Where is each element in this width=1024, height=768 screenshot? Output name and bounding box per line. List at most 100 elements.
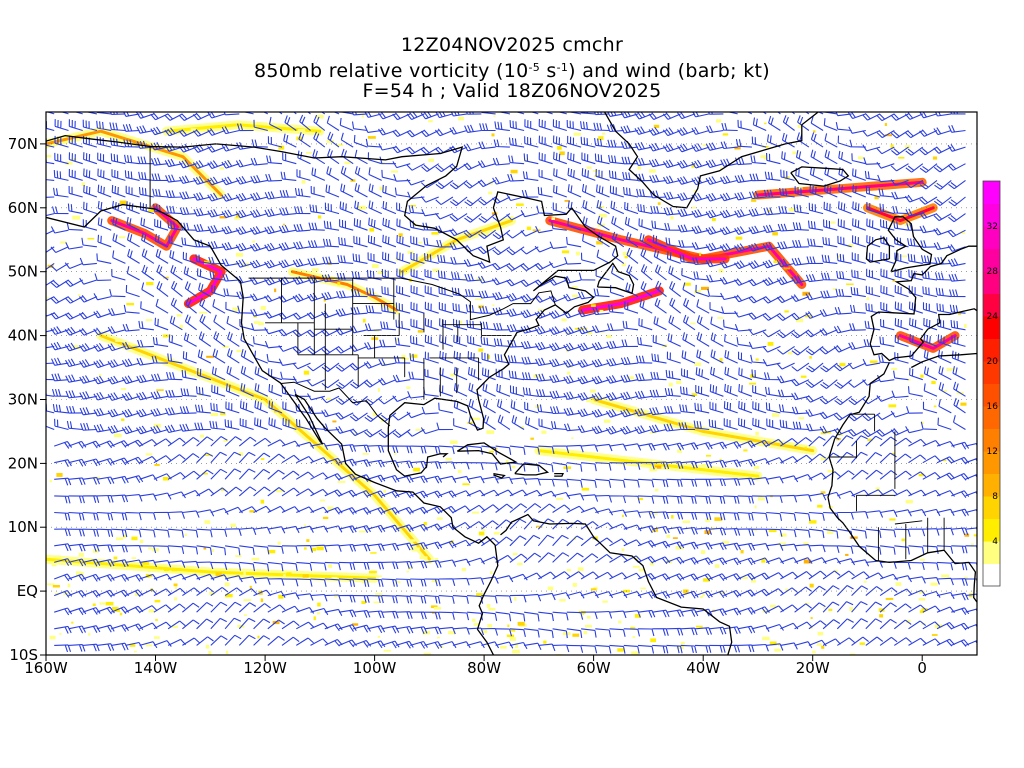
wind-barb xyxy=(566,628,583,638)
wind-barb xyxy=(553,184,567,198)
wind-barb xyxy=(509,573,528,581)
wind-barb xyxy=(593,122,610,132)
wind-barb xyxy=(294,206,311,215)
wind-barb xyxy=(235,192,254,202)
wind-barb xyxy=(792,222,809,231)
wind-barb xyxy=(262,112,269,115)
wind-barb xyxy=(837,135,852,148)
wind-barb xyxy=(894,334,909,347)
wind-barb xyxy=(510,400,525,414)
wind-barb xyxy=(923,333,938,347)
wind-barb xyxy=(136,125,155,134)
wind-barb xyxy=(520,229,539,237)
vorticity-cell xyxy=(714,564,720,568)
wind-barb xyxy=(235,209,254,219)
wind-barb xyxy=(93,391,112,401)
wind-barb xyxy=(668,315,681,331)
wind-barb xyxy=(509,594,527,603)
wind-barb xyxy=(548,278,568,286)
vorticity-cell xyxy=(796,318,804,323)
wind-barb xyxy=(235,176,254,185)
wind-barb xyxy=(552,504,571,513)
wind-barb xyxy=(324,561,341,571)
wind-barb xyxy=(822,619,841,630)
vorticity-cell xyxy=(606,335,612,338)
wind-barb xyxy=(866,235,881,248)
vorticity-cell xyxy=(571,437,574,439)
vorticity-cell xyxy=(274,288,277,293)
vorticity-cell xyxy=(219,216,227,219)
wind-barb xyxy=(193,192,211,201)
wind-barb xyxy=(965,608,977,613)
wind-barb xyxy=(54,625,72,634)
wind-barb xyxy=(209,271,226,281)
wind-barb xyxy=(652,234,667,248)
vorticity-cell xyxy=(668,382,673,387)
wind-barb xyxy=(876,161,895,169)
vorticity-cell xyxy=(764,122,767,125)
wind-barb xyxy=(734,310,753,318)
wind-barb xyxy=(709,401,724,414)
wind-barb xyxy=(182,619,200,630)
wind-barb xyxy=(907,386,923,397)
wind-barb xyxy=(723,401,738,414)
wind-barb xyxy=(677,143,696,153)
vorticity-cell xyxy=(303,547,307,550)
wind-barb xyxy=(581,611,598,620)
wind-barb xyxy=(777,241,795,250)
vorticity-cell xyxy=(621,263,626,267)
wind-barb xyxy=(321,379,340,389)
wind-barb xyxy=(111,573,130,582)
wind-barb xyxy=(367,459,385,468)
wind-barb xyxy=(637,443,656,451)
wind-barb xyxy=(296,578,313,587)
wind-barb xyxy=(165,389,183,398)
wind-barb xyxy=(520,340,539,350)
wind-barb xyxy=(677,192,696,201)
wind-barb xyxy=(150,126,169,136)
wind-barb xyxy=(705,242,724,252)
wind-barb xyxy=(281,620,300,630)
vorticity-cell xyxy=(131,536,138,541)
coastline xyxy=(514,463,550,476)
vorticity-cell xyxy=(653,124,660,128)
wind-barb xyxy=(225,561,242,571)
vorticity-cell xyxy=(507,624,510,628)
wind-barb xyxy=(777,389,795,398)
wind-barb xyxy=(534,325,553,335)
wind-barb xyxy=(307,393,325,401)
wind-barb xyxy=(538,628,554,639)
coastline xyxy=(46,203,499,655)
vorticity-cell xyxy=(362,318,366,323)
vorticity-cell xyxy=(277,541,281,545)
coastline xyxy=(596,262,635,295)
wind-barb xyxy=(46,121,55,132)
wind-barb xyxy=(748,295,767,304)
wind-barb xyxy=(851,469,869,480)
vorticity-cell xyxy=(428,119,433,123)
wind-barb xyxy=(762,345,781,353)
vorticity-cell xyxy=(845,553,849,556)
wind-barb xyxy=(378,395,397,405)
wind-barb xyxy=(838,150,852,165)
wind-barb xyxy=(449,126,468,135)
wind-barb xyxy=(833,325,852,334)
wind-barb xyxy=(68,152,83,165)
vorticity-cell xyxy=(313,616,316,621)
vorticity-cell xyxy=(874,195,879,200)
wind-barb xyxy=(592,307,610,316)
wind-barb xyxy=(650,205,667,215)
wind-barb xyxy=(608,154,624,165)
vorticity-cell xyxy=(133,650,137,653)
wind-barb xyxy=(235,159,254,168)
wind-barb xyxy=(852,201,866,215)
vorticity-cell xyxy=(567,371,571,375)
wind-barb xyxy=(79,311,98,320)
wind-barb xyxy=(210,487,229,497)
vorticity-cell xyxy=(87,237,95,240)
wind-barb xyxy=(677,112,696,120)
wind-barb xyxy=(908,438,927,447)
wind-barb xyxy=(153,511,171,520)
wind-barb xyxy=(866,268,881,281)
wind-barb xyxy=(46,361,55,365)
